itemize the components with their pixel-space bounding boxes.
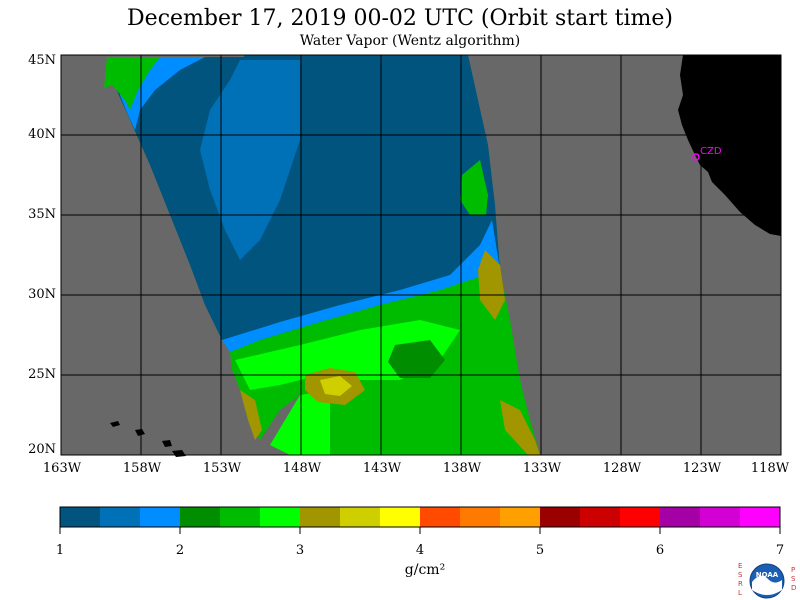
lat-label-45n: 45N — [28, 53, 56, 68]
lat-label-40n: 40N — [28, 127, 56, 142]
island-maui — [162, 440, 172, 447]
swath-dark-green-a — [388, 340, 445, 378]
colorbar-segment — [140, 507, 180, 527]
colorbar-label-5: 5 — [535, 543, 545, 558]
swath-front-band — [222, 220, 500, 352]
colorbar-unit: g/cm² — [404, 562, 446, 578]
swath-northwest-green — [104, 57, 160, 110]
lat-label-20n: 20N — [28, 442, 56, 457]
swath-olive-d — [240, 390, 262, 440]
colorbar-segment — [740, 507, 780, 527]
lon-label-138w: 138W — [442, 461, 482, 476]
lon-label-128w: 128W — [602, 461, 642, 476]
lon-label-163w: 163W — [42, 461, 82, 476]
grid-lines — [61, 55, 781, 455]
map-subtitle: Water Vapor (Wentz algorithm) — [299, 33, 521, 49]
colorbar-segment — [540, 507, 580, 527]
lat-label-30n: 30N — [28, 287, 56, 302]
colorbar-segment — [660, 507, 700, 527]
colorbar-label-6: 6 — [655, 543, 665, 558]
swath-green-north — [460, 160, 488, 215]
noaa-logo: NOAA ESRL PSD — [734, 560, 800, 600]
lon-label-158w: 158W — [122, 461, 162, 476]
map-title: December 17, 2019 00-02 UTC (Orbit start… — [127, 6, 673, 31]
colorbar-segment — [220, 507, 260, 527]
swath-olive-b — [478, 250, 505, 320]
station-label: CZD — [700, 146, 722, 157]
colorbar-segment — [500, 507, 540, 527]
lon-label-143w: 143W — [362, 461, 402, 476]
colorbar-segment — [380, 507, 420, 527]
lat-label-25n: 25N — [28, 367, 56, 382]
lon-label-133w: 133W — [522, 461, 562, 476]
logo-psd-letters: PSD — [791, 566, 797, 592]
swath-blue-band — [200, 60, 300, 260]
lon-label-148w: 148W — [282, 461, 322, 476]
colorbar-ticks — [59, 527, 781, 534]
colorbar-label-2: 2 — [175, 543, 185, 558]
colorbar-label-3: 3 — [295, 543, 305, 558]
swath-bright-green-b — [270, 390, 330, 455]
colorbar-segment — [260, 507, 300, 527]
colorbar-segment — [620, 507, 660, 527]
colorbar-segment — [180, 507, 220, 527]
colorbar — [60, 507, 780, 527]
island-oahu — [135, 429, 145, 436]
swath-dry-region — [107, 55, 500, 345]
lon-label-118w: 118W — [750, 461, 790, 476]
colorbar-label-7: 7 — [775, 543, 785, 558]
map-frame — [60, 54, 782, 456]
lat-label-35n: 35N — [28, 207, 56, 222]
colorbar-segment — [460, 507, 500, 527]
colorbar-segment — [700, 507, 740, 527]
logo-esrl-letters: ESRL — [738, 562, 743, 597]
station-marker — [692, 153, 700, 161]
colorbar-segment — [420, 507, 460, 527]
lon-label-153w: 153W — [202, 461, 242, 476]
california-land — [678, 55, 781, 236]
island-kauai — [110, 421, 120, 427]
colorbar-segment — [580, 507, 620, 527]
logo-center-text: NOAA — [755, 571, 779, 579]
colorbar-label-4: 4 — [415, 543, 425, 558]
colorbar-segment — [300, 507, 340, 527]
colorbar-segment — [60, 507, 100, 527]
colorbar-segment — [340, 507, 380, 527]
colorbar-segment — [100, 507, 140, 527]
lon-label-123w: 123W — [682, 461, 722, 476]
swath-yellow-a — [320, 376, 352, 396]
swath-olive-c — [500, 400, 540, 455]
colorbar-label-1: 1 — [55, 543, 65, 558]
